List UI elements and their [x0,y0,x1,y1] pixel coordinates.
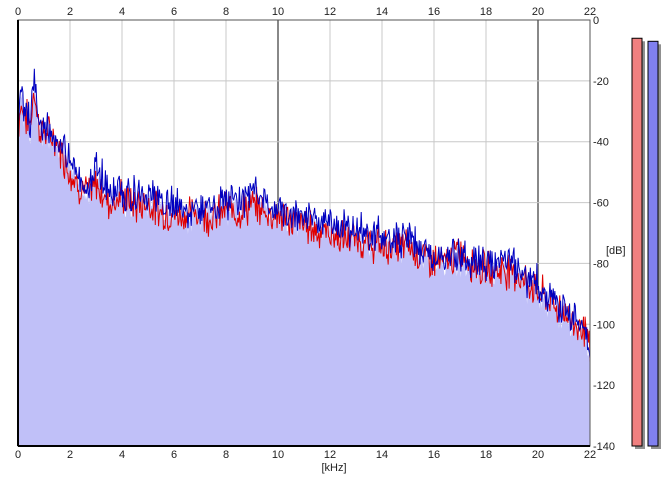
x-tick-bottom-4: 8 [223,449,229,461]
x-tick-bottom-10: 20 [532,449,544,461]
x-tick-bottom-5: 10 [272,449,284,461]
x-tick-bottom-2: 4 [119,449,125,461]
y-tick-7: -140 [593,441,615,453]
x-tick-top-9: 18 [480,6,492,18]
x-tick-bottom-9: 18 [480,449,492,461]
x-tick-bottom-8: 16 [428,449,440,461]
x-tick-top-6: 12 [324,6,336,18]
x-tick-top-2: 4 [119,6,125,18]
x-tick-bottom-1: 2 [67,449,73,461]
series-line-1 [17,68,591,359]
x-tick-top-10: 20 [532,6,544,18]
x-axis-bottom-tick-labels: 0 2 4 6 8 10 12 14 16 18 20 22 [15,449,596,461]
spectrum-fill-area [18,74,590,446]
x-tick-top-3: 6 [171,6,177,18]
plot-frame [17,19,591,447]
x-tick-bottom-11: 22 [584,449,596,461]
y-axis-tick-labels: 0 -20 -40 -60 -80 -100 -120 -140 [593,15,615,453]
x-axis-top-tick-labels: 0 2 4 6 8 10 12 14 16 18 20 22 [15,6,596,18]
x-axis-label: [kHz] [321,462,346,474]
y-tick-4: -80 [593,258,609,270]
y-tick-1: -20 [593,76,609,88]
y-tick-3: -60 [593,198,609,210]
x-tick-bottom-3: 6 [171,449,177,461]
y-tick-5: -100 [593,319,615,331]
x-tick-bottom-0: 0 [15,449,21,461]
x-tick-top-0: 0 [15,6,21,18]
spectrum-area-fill [18,74,590,446]
x-tick-bottom-6: 12 [324,449,336,461]
y-tick-6: -120 [593,380,615,392]
x-tick-top-8: 16 [428,6,440,18]
x-tick-top-1: 2 [67,6,73,18]
x-tick-top-5: 10 [272,6,284,18]
meter-bar-1 [647,40,659,447]
y-axis-label: [dB] [606,245,626,257]
level-meter [631,37,661,450]
x-tick-top-7: 14 [376,6,388,18]
y-tick-0: 0 [593,15,599,27]
y-tick-2: -40 [593,137,609,149]
spectrum-series [17,68,591,363]
x-tick-top-11: 22 [584,6,596,18]
x-tick-top-4: 8 [223,6,229,18]
x-tick-bottom-7: 14 [376,449,388,461]
meter-bar-0 [631,37,643,447]
